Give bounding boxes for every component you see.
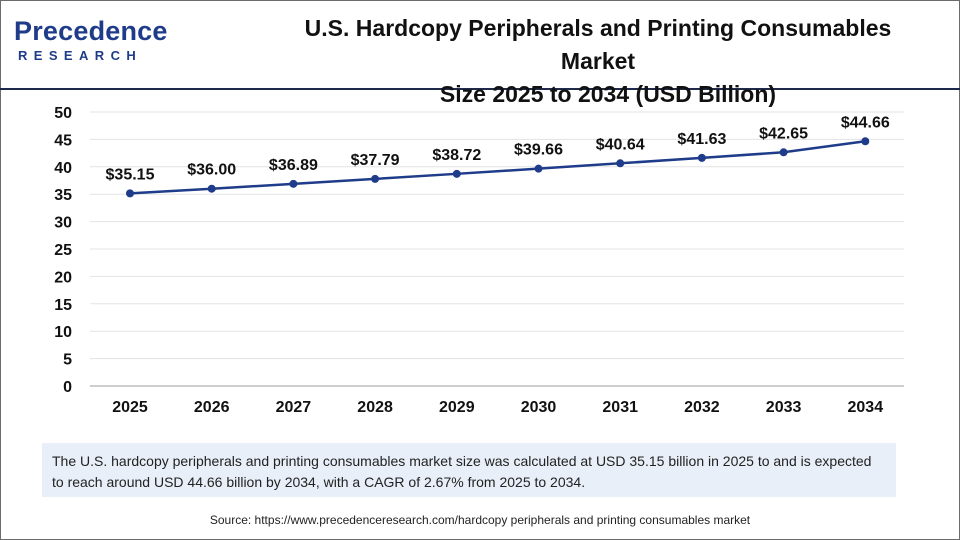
x-tick-label: 2032 <box>684 399 720 416</box>
x-tick-label: 2027 <box>276 399 312 416</box>
data-point <box>534 164 543 173</box>
data-point <box>697 153 706 162</box>
x-tick-label: 2028 <box>357 399 393 416</box>
data-point <box>616 159 625 168</box>
data-point <box>779 148 788 157</box>
x-tick-label: 2030 <box>521 399 557 416</box>
data-point <box>452 169 461 178</box>
y-tick-label: 20 <box>54 269 72 286</box>
y-tick-label: 40 <box>54 160 72 177</box>
data-label: $39.66 <box>514 142 563 159</box>
data-point <box>289 179 298 188</box>
data-label: $44.66 <box>841 114 890 131</box>
chart-title-line-2: Size 2025 to 2034 (USD Billion) <box>439 81 777 107</box>
data-label: $40.64 <box>596 136 645 153</box>
y-tick-label: 0 <box>63 379 72 396</box>
data-label: $36.89 <box>269 157 318 174</box>
data-label: $42.65 <box>759 125 808 142</box>
y-tick-label: 5 <box>63 352 72 369</box>
y-tick-label: 45 <box>54 132 72 149</box>
y-tick-label: 50 <box>54 105 72 122</box>
y-tick-label: 35 <box>54 187 72 204</box>
data-point <box>371 174 380 183</box>
y-tick-label: 15 <box>54 297 72 314</box>
data-point <box>126 189 134 198</box>
brand-name: Precedence <box>14 16 168 46</box>
data-label: $38.72 <box>432 147 481 164</box>
x-tick-label: 2033 <box>766 399 802 416</box>
source-citation: Source: https://www.precedenceresearch.c… <box>209 513 751 527</box>
brand-subtitle: RESEARCH <box>18 48 143 63</box>
data-point <box>207 184 216 193</box>
series-line <box>129 140 866 195</box>
x-tick-label: 2025 <box>112 399 148 416</box>
x-tick-label: 2034 <box>848 399 884 416</box>
x-tick-label: 2026 <box>194 399 230 416</box>
data-label: $35.15 <box>106 166 155 183</box>
data-label: $36.00 <box>187 162 236 179</box>
header: Precedence RESEARCH U.S. Hardcopy Periph… <box>0 0 960 107</box>
chart-title: U.S. Hardcopy Peripherals and Printing C… <box>278 12 918 111</box>
data-label: $37.79 <box>351 152 400 169</box>
data-label: $41.63 <box>677 131 726 148</box>
y-tick-label: 25 <box>54 242 72 259</box>
y-tick-label: 30 <box>54 215 72 232</box>
x-tick-label: 2029 <box>439 399 475 416</box>
brand-logo: Precedence RESEARCH <box>14 16 174 66</box>
x-tick-label: 2031 <box>602 399 638 416</box>
data-point <box>861 137 870 146</box>
chart-title-line-1: U.S. Hardcopy Peripherals and Printing C… <box>304 15 892 74</box>
y-tick-label: 10 <box>54 324 72 341</box>
summary-note: The U.S. hardcopy peripherals and printi… <box>42 443 896 497</box>
